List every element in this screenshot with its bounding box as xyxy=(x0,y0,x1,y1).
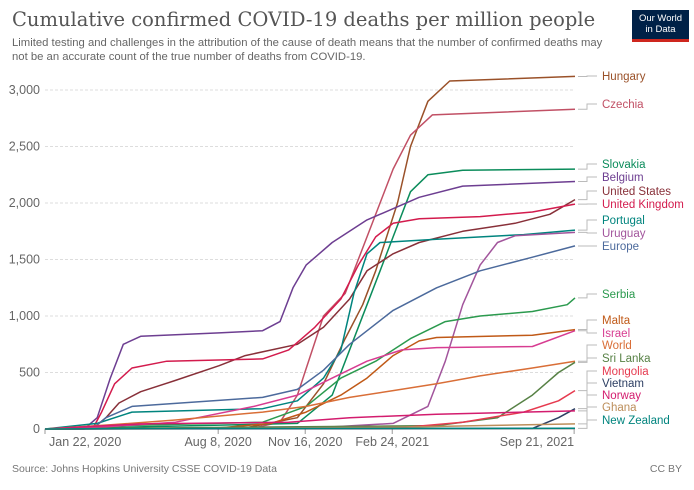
legend-connector xyxy=(578,219,597,231)
legend-connector xyxy=(578,394,597,412)
chart-title: Cumulative confirmed COVID-19 deaths per… xyxy=(12,8,596,31)
legend-connector xyxy=(578,370,597,392)
legend-label: Czechia xyxy=(602,99,644,111)
legend-label: Ghana xyxy=(602,402,637,414)
series-line-hungary xyxy=(44,75,576,430)
legend-label: Malta xyxy=(602,315,631,327)
series-line-slovakia xyxy=(44,168,576,430)
legend-connector xyxy=(578,163,597,170)
legend-connector xyxy=(578,231,597,234)
legend-label: Uruguay xyxy=(602,228,646,240)
legend-label: Portugal xyxy=(602,215,645,227)
series-line-new-zealand xyxy=(44,427,576,430)
legend-label: Europe xyxy=(602,241,639,253)
owid-logo[interactable]: Our World in Data xyxy=(632,10,689,42)
legend-label: Israel xyxy=(602,328,630,340)
y-tick-label: 0 xyxy=(33,422,40,436)
series-line-portugal xyxy=(44,229,576,430)
legend-label: Vietnam xyxy=(602,378,644,390)
license-link[interactable]: CC BY xyxy=(649,463,682,475)
y-tick-label: 3,000 xyxy=(9,83,40,97)
y-tick-label: 1,500 xyxy=(9,253,40,267)
series-line-united-states xyxy=(44,198,576,430)
legend-connector xyxy=(578,330,597,334)
legend-label: Sri Lanka xyxy=(602,353,651,365)
legend-label: United Kingdom xyxy=(602,199,684,211)
logo-line1: Our World xyxy=(638,13,683,24)
legend-label: Norway xyxy=(602,390,641,402)
x-tick-label: Sep 21, 2021 xyxy=(500,435,574,449)
legend-label: New Zealand xyxy=(602,415,670,427)
legend-connector xyxy=(578,406,597,425)
x-tick-label: Feb 24, 2021 xyxy=(355,435,429,449)
legend-label: Mongolia xyxy=(602,366,649,378)
legend-connector xyxy=(578,319,597,331)
x-tick-label: Aug 8, 2020 xyxy=(184,435,251,449)
x-tick-label: Nov 16, 2020 xyxy=(268,435,342,449)
chart-subtitle: Limited testing and challenges in the at… xyxy=(12,37,603,63)
series-line-united-kingdom xyxy=(44,203,576,430)
y-tick-label: 2,000 xyxy=(9,196,40,210)
x-tick-label: Jan 22, 2020 xyxy=(49,435,121,449)
legend-connector xyxy=(578,103,597,110)
legend-connector xyxy=(578,419,597,429)
legend-label: United States xyxy=(602,186,671,198)
y-tick-label: 500 xyxy=(19,366,40,380)
series-line-europe xyxy=(44,245,576,430)
series-line-sri-lanka xyxy=(44,361,576,430)
y-tick-label: 2,500 xyxy=(9,140,40,154)
series-line-belgium xyxy=(45,180,576,430)
series-line-norway xyxy=(44,410,576,430)
logo-line2: in Data xyxy=(645,24,676,35)
legend-label: Hungary xyxy=(602,71,646,83)
legend-label: Slovakia xyxy=(602,159,646,171)
source-note: Source: Johns Hopkins University CSSE CO… xyxy=(12,463,277,475)
legend-label: World xyxy=(602,340,632,352)
legend-connector xyxy=(578,357,597,363)
legend-label: Serbia xyxy=(602,289,636,301)
legend-connector xyxy=(578,176,597,183)
series-line-world xyxy=(44,360,576,430)
legend-connector xyxy=(578,190,597,201)
legend-label: Belgium xyxy=(602,172,644,184)
series-line-malta xyxy=(44,328,576,430)
legend-connector xyxy=(578,344,597,362)
legend-connector xyxy=(578,293,597,299)
y-tick-label: 1,000 xyxy=(9,309,40,323)
